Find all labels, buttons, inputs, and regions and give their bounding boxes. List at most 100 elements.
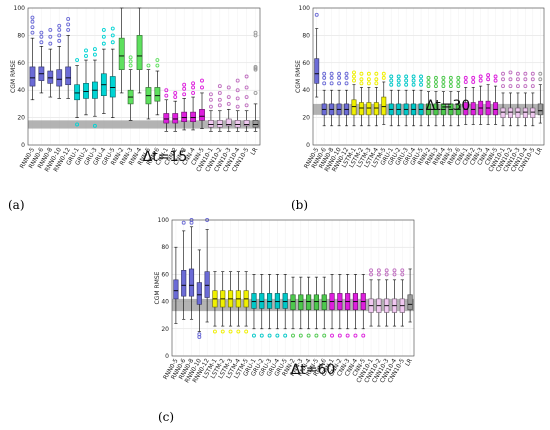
box-RNN-6 — [321, 276, 327, 338]
outlier-point — [228, 329, 233, 334]
box-body — [234, 120, 241, 128]
box-CNN-1 — [163, 88, 170, 132]
box-body — [259, 293, 265, 309]
y-axis-label: CGM RMSE — [295, 60, 302, 93]
outlier-point — [48, 41, 53, 46]
outlier-point — [396, 82, 401, 87]
outlier-point — [226, 85, 231, 90]
outlier-point — [501, 71, 505, 76]
box-body — [493, 102, 499, 116]
outlier-point — [92, 52, 97, 57]
y-tick-label: 40 — [302, 87, 310, 94]
outlier-point — [501, 84, 505, 89]
y-tick-label: 0 — [306, 142, 310, 149]
box-CNN-4 — [190, 81, 196, 131]
outlier-point — [353, 333, 358, 338]
outlier-point — [419, 74, 423, 79]
box-CNN10-5 — [243, 74, 250, 132]
box-CNN10-4 — [391, 268, 398, 327]
outlier-point — [366, 71, 371, 76]
box-CNN10-3 — [384, 268, 390, 327]
outlier-point — [182, 86, 187, 91]
outlier-point — [392, 272, 397, 277]
outlier-point — [217, 97, 222, 102]
outlier-point — [329, 75, 334, 80]
box-RNN0-10 — [196, 249, 202, 339]
box-RNN0-8 — [47, 27, 54, 98]
outlier-point — [478, 74, 483, 79]
outlier-point — [404, 78, 409, 83]
outlier-point — [226, 95, 231, 100]
outlier-point — [306, 333, 311, 338]
outlier-point — [352, 70, 356, 75]
outlier-point — [508, 84, 513, 89]
outlier-point — [508, 77, 513, 82]
box-CNN10-4 — [522, 71, 528, 127]
outlier-point — [411, 74, 416, 79]
plot-frame — [171, 219, 415, 357]
x-tick-label: LR — [404, 358, 414, 368]
box-CNN10-2 — [216, 84, 223, 132]
box-RNN0-5 — [173, 246, 179, 324]
box-CNN10-1 — [368, 268, 374, 327]
outlier-point — [486, 73, 491, 78]
box-GRU-3 — [267, 274, 273, 338]
outlier-point — [164, 93, 169, 98]
x-tick-label: LR — [534, 147, 544, 157]
outlier-point — [322, 333, 327, 338]
outlier-point — [253, 64, 258, 69]
outlier-point — [400, 272, 405, 277]
outlier-point — [84, 48, 88, 53]
outlier-point — [173, 90, 178, 95]
outlier-point — [359, 71, 364, 76]
outlier-point — [366, 77, 371, 82]
outlier-point — [337, 75, 342, 80]
box-GRU-2 — [83, 48, 89, 116]
outlier-point — [57, 38, 62, 43]
box-body — [366, 102, 372, 116]
outlier-point — [30, 30, 35, 35]
outlier-point — [523, 71, 528, 76]
box-RNN0-12 — [204, 218, 210, 323]
outlier-point — [200, 78, 204, 83]
outlier-point — [448, 80, 453, 84]
outlier-point — [146, 63, 151, 68]
y-tick-label: 20 — [17, 115, 25, 122]
outlier-point — [374, 81, 379, 86]
box-LSTM-5 — [381, 71, 387, 125]
box-body — [181, 270, 187, 297]
box-RNN0-8 — [329, 71, 335, 127]
box-RNN-2 — [426, 75, 431, 127]
box-LR — [537, 71, 543, 124]
outlier-point — [84, 54, 88, 58]
box-body — [306, 294, 312, 311]
outlier-point — [217, 90, 222, 95]
box-RNN-3 — [127, 55, 134, 121]
box-RNN0-10 — [56, 23, 63, 99]
y-tick-label: 80 — [302, 32, 310, 39]
box-body — [381, 96, 387, 116]
panel-label-b: (b) — [291, 198, 308, 212]
box-CNN-1 — [463, 75, 469, 125]
outlier-point — [235, 88, 240, 93]
outlier-point — [75, 122, 80, 127]
outlier-point — [291, 333, 295, 338]
box-RNN-5 — [448, 75, 454, 127]
outlier-point — [101, 34, 106, 39]
outlier-point — [208, 92, 213, 97]
outlier-point — [448, 75, 453, 80]
outlier-point — [182, 92, 187, 97]
outlier-point — [253, 66, 258, 71]
y-tick-label: 80 — [161, 244, 169, 251]
panel-a: 020406080100RNN0-5RNN0-6RNN0-8RNN0-10RNN… — [10, 5, 261, 173]
outlier-point — [57, 23, 62, 28]
box-GRU-1 — [74, 58, 80, 127]
box-body — [407, 294, 413, 311]
box-GRU-5 — [282, 274, 288, 338]
box-body — [351, 99, 357, 116]
outlier-point — [155, 63, 160, 68]
box-body — [190, 111, 196, 123]
box-GRU-3 — [403, 74, 409, 127]
outlier-point — [463, 80, 468, 84]
box-body — [282, 293, 288, 309]
